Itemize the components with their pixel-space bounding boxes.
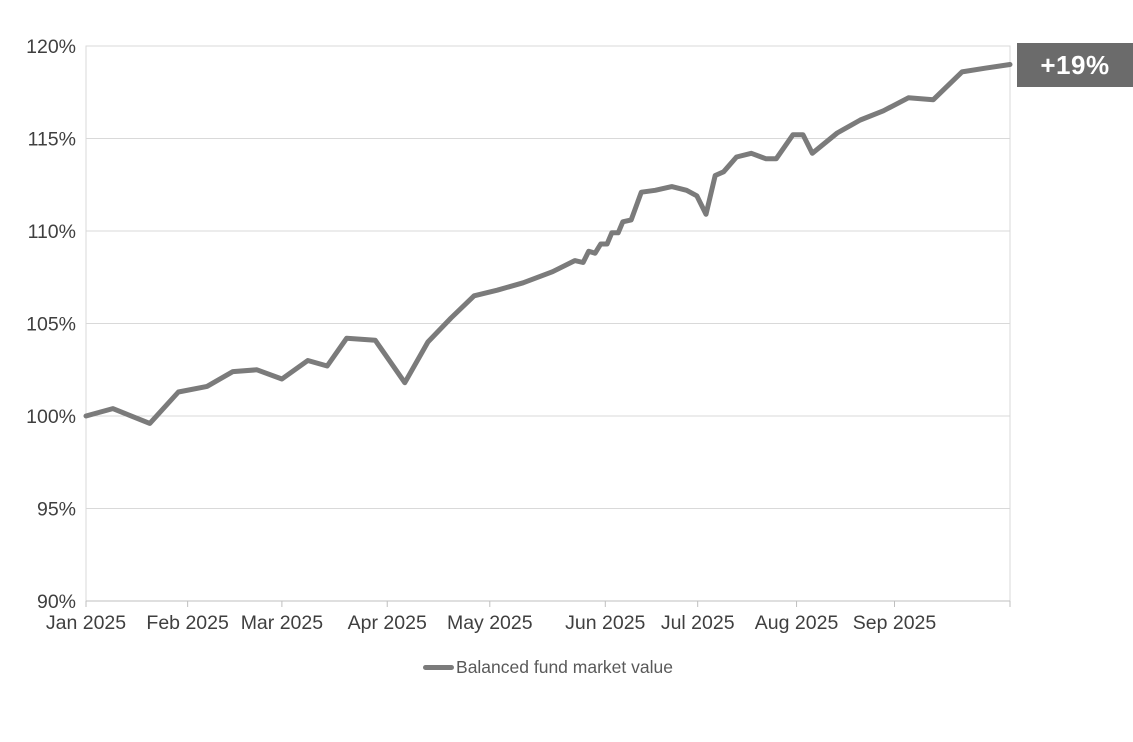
y-axis-tick-label: 95% [37, 499, 76, 521]
x-axis-tick-label: Jan 2025 [46, 612, 126, 634]
y-axis-tick-label: 100% [26, 406, 76, 428]
x-axis-tick-label: Sep 2025 [853, 612, 937, 634]
y-axis-tick-label: 110% [28, 221, 76, 243]
y-axis-tick-label: 90% [37, 591, 76, 613]
legend: Balanced fund market value [86, 656, 1010, 678]
y-axis-tick-label: 120% [26, 36, 76, 58]
legend-line-swatch [423, 664, 455, 670]
series-line-balanced-fund [83, 62, 1013, 426]
x-axis-tick-label: Apr 2025 [348, 612, 427, 634]
gain-badge: +19% [1017, 43, 1133, 87]
x-axis-tick-label: Jun 2025 [565, 612, 645, 634]
x-axis-tick-label: Feb 2025 [146, 612, 229, 634]
x-axis-tick-label: May 2025 [447, 612, 533, 634]
x-axis-tick-label: Aug 2025 [755, 612, 839, 634]
x-axis-tick-label: Mar 2025 [241, 612, 324, 634]
x-axis-tick-label: Jul 2025 [661, 612, 735, 634]
y-axis-tick-label: 105% [26, 314, 76, 336]
y-axis-tick-label: 115% [28, 129, 76, 151]
legend-series-label: Balanced fund market value [456, 656, 673, 677]
